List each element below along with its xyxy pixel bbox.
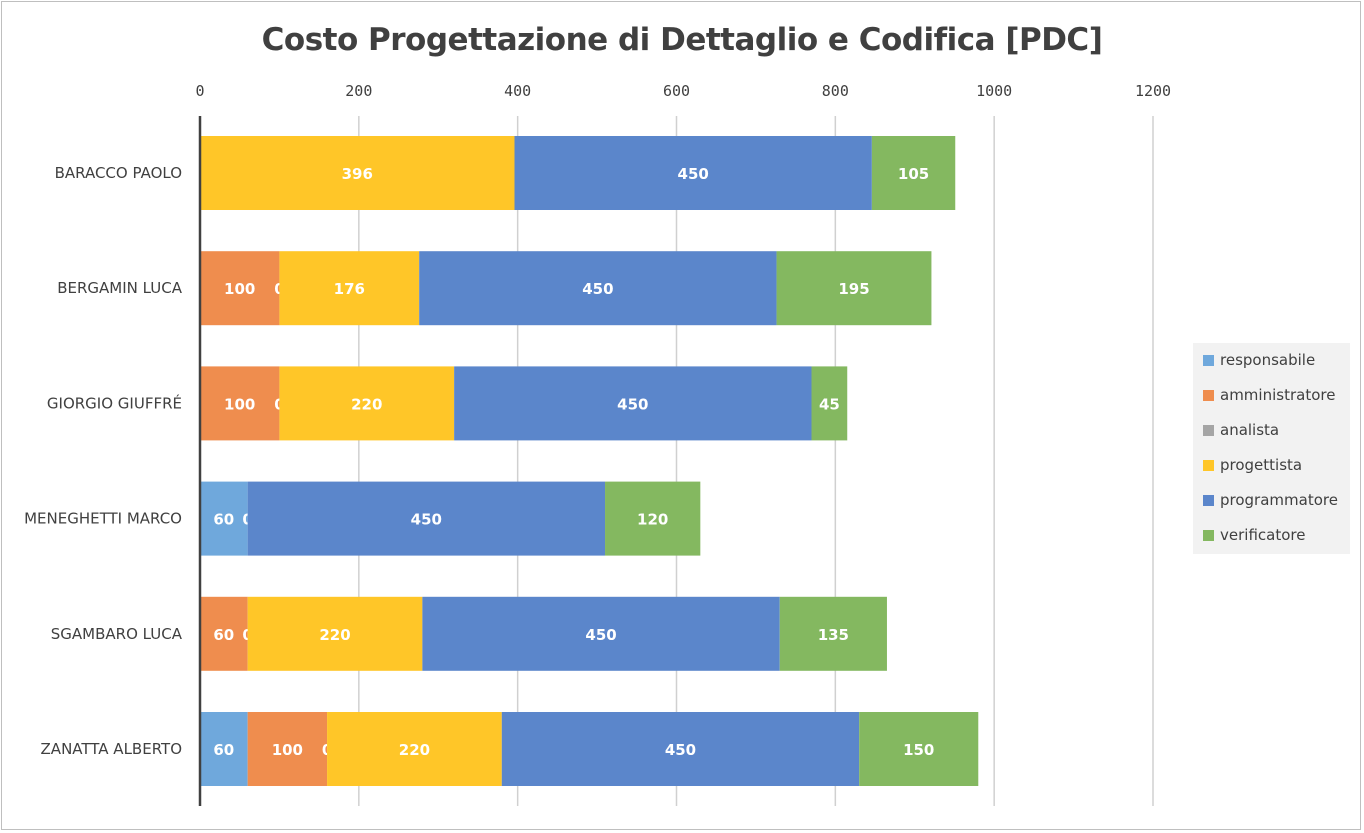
- legend-label: analista: [1220, 421, 1280, 439]
- data-label: 45: [819, 395, 840, 413]
- data-label: 450: [582, 280, 613, 298]
- legend-swatch: [1203, 424, 1214, 436]
- data-label: 100: [224, 280, 255, 298]
- data-label: 220: [351, 395, 382, 413]
- bar-segment: [514, 136, 872, 210]
- data-label: 450: [411, 511, 442, 529]
- legend-item: verificatore: [1203, 525, 1305, 545]
- legend-label: programmatore: [1220, 491, 1338, 509]
- bar-segment: [247, 596, 423, 671]
- legend-label: progettista: [1220, 456, 1303, 474]
- legend-label: verificatore: [1220, 526, 1306, 544]
- legend-item: responsabile: [1203, 350, 1315, 370]
- legend-label: amministratore: [1220, 386, 1336, 404]
- category-label: BERGAMIN LUCA: [57, 279, 182, 297]
- bar-segment: [279, 251, 420, 326]
- bar-segment: [422, 596, 780, 671]
- legend-swatch: [1203, 529, 1214, 541]
- bar-segment: [200, 366, 280, 441]
- x-tick-label: 1200: [1135, 82, 1171, 100]
- category-label: SGAMBARO LUCA: [51, 625, 183, 643]
- data-label: 60: [213, 626, 234, 644]
- category-label: BARACCO PAOLO: [55, 164, 182, 182]
- bar-segment: [859, 712, 979, 786]
- data-label: 135: [818, 626, 849, 644]
- x-tick-label: 1000: [976, 82, 1012, 100]
- data-label: 396: [342, 165, 373, 183]
- data-label: 120: [637, 511, 668, 529]
- data-label: 60: [213, 511, 234, 529]
- data-label: 100: [224, 395, 255, 413]
- bar-segment: [327, 712, 502, 786]
- x-tick-label: 200: [345, 82, 372, 100]
- data-label: 105: [898, 165, 929, 183]
- data-label: 100: [272, 741, 303, 759]
- bar-segment: [501, 712, 860, 786]
- legend-item: progettista: [1203, 455, 1302, 475]
- bar-segment: [871, 136, 956, 210]
- x-tick-label: 400: [504, 82, 531, 100]
- bar-segment: [200, 251, 280, 326]
- bar-segment: [200, 136, 515, 210]
- bar-segment: [605, 481, 701, 556]
- bar-segment: [419, 251, 777, 326]
- legend-label: responsabile: [1220, 351, 1316, 369]
- category-label: GIORGIO GIUFFRÉ: [47, 393, 182, 412]
- bar-segment: [811, 366, 848, 441]
- bar-segment: [779, 596, 887, 671]
- x-tick-label: 0: [195, 82, 204, 100]
- legend-item: amministratore: [1203, 385, 1335, 405]
- legend-item: programmatore: [1203, 490, 1338, 510]
- bar-segment: [247, 712, 328, 786]
- chart-legend: responsabile amministratore analista proget…: [1193, 343, 1350, 554]
- bar-segment: [200, 712, 248, 786]
- data-label: 450: [678, 165, 709, 183]
- legend-swatch: [1203, 389, 1214, 401]
- category-label: MENEGHETTI MARCO: [24, 510, 182, 528]
- data-label: 176: [334, 280, 365, 298]
- x-tick-label: 800: [822, 82, 849, 100]
- bar-segment: [200, 481, 248, 556]
- legend-item: analista: [1203, 420, 1279, 440]
- bar-segment: [279, 366, 455, 441]
- legend-swatch: [1203, 494, 1214, 506]
- data-label: 450: [585, 626, 616, 644]
- bar-segment: [200, 596, 248, 671]
- bar-segment: [454, 366, 812, 441]
- chart-title: Costo Progettazione di Dettaglio e Codif…: [261, 22, 1103, 58]
- data-label: 195: [838, 280, 869, 298]
- bar-segment: [776, 251, 932, 326]
- bar-segment: [247, 481, 606, 556]
- data-label: 60: [213, 741, 234, 759]
- data-label: 220: [399, 741, 430, 759]
- data-label: 220: [319, 626, 350, 644]
- data-label: 450: [665, 741, 696, 759]
- legend-swatch: [1203, 459, 1214, 471]
- x-tick-label: 600: [663, 82, 690, 100]
- data-label: 450: [617, 395, 648, 413]
- data-label: 150: [903, 741, 934, 759]
- category-label: ZANATTA ALBERTO: [41, 740, 182, 758]
- legend-swatch: [1203, 354, 1214, 366]
